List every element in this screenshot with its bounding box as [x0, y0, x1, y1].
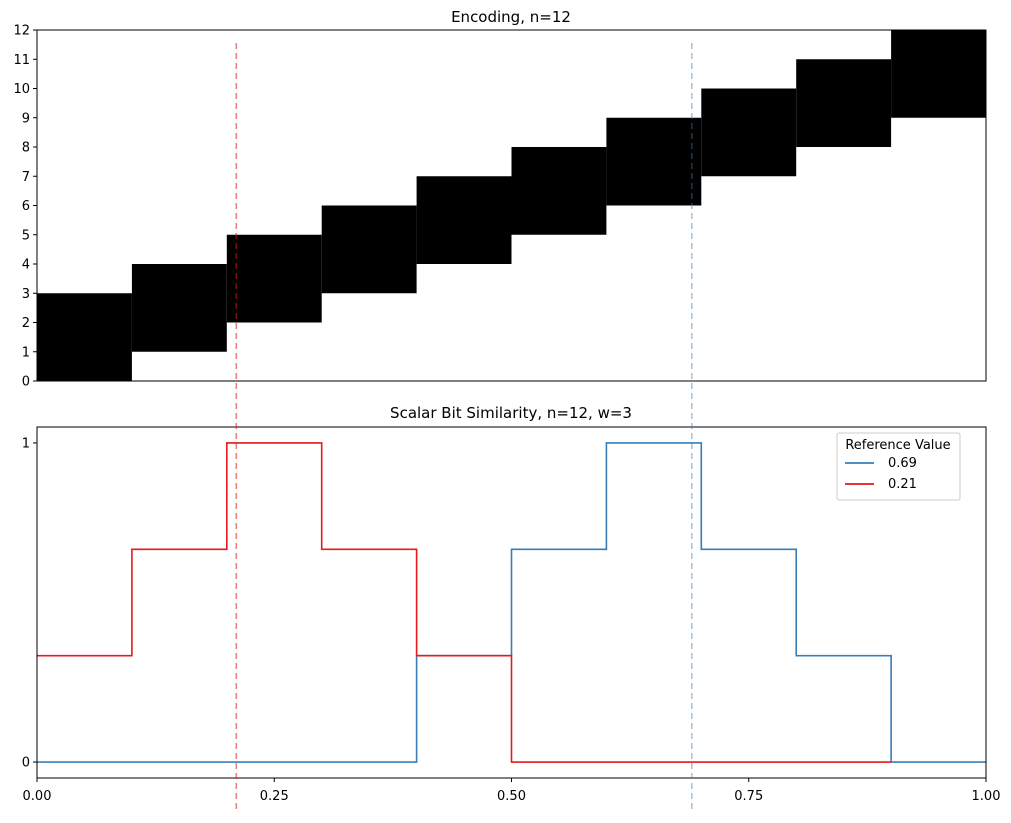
- legend-title: Reference Value: [845, 438, 950, 453]
- similarity-title: Scalar Bit Similarity, n=12, w=3: [390, 404, 632, 422]
- series-line-0.21: [37, 442, 892, 763]
- encoding-frame: [36, 29, 987, 382]
- y-tick-label: 1: [22, 436, 30, 451]
- x-tick-label: 1.00: [972, 789, 1001, 804]
- legend-entries: 0.69 0.21: [845, 456, 917, 492]
- legend: Reference Value 0.69 0.21: [836, 432, 961, 501]
- y-tick-label: 7: [22, 170, 30, 185]
- similarity-series: [37, 442, 986, 763]
- encoding-cell: [891, 30, 986, 118]
- encoding-cell: [37, 293, 132, 381]
- y-tick-label: 9: [22, 111, 30, 126]
- x-tick-label: 0.75: [734, 789, 763, 804]
- encoding-cell: [606, 117, 702, 206]
- y-tick-label: 4: [22, 258, 30, 273]
- similarity-y-ticks: 01: [22, 436, 37, 771]
- legend-label: 0.69: [888, 456, 917, 471]
- y-tick-label: 11: [13, 53, 30, 68]
- y-tick-label: 12: [13, 24, 30, 39]
- encoding-cell: [796, 59, 892, 147]
- y-tick-label: 6: [22, 199, 30, 214]
- reference-lines: [235, 43, 693, 813]
- x-tick-label: 0.25: [260, 789, 289, 804]
- similarity-panel: Scalar Bit Similarity, n=12, w=3 0.00 0.2…: [22, 404, 1001, 804]
- similarity-x-ticks: 0.00 0.25 0.50 0.75 1.00: [23, 778, 1001, 804]
- y-tick-label: 1: [22, 345, 30, 360]
- encoding-title: Encoding, n=12: [451, 8, 571, 26]
- y-tick-label: 3: [22, 287, 30, 302]
- y-tick-label: 10: [13, 82, 30, 97]
- y-tick-label: 0: [22, 756, 30, 771]
- y-tick-label: 5: [22, 228, 30, 243]
- encoding-cell: [511, 147, 607, 235]
- x-tick-label: 0.00: [23, 789, 52, 804]
- encoding-cell: [226, 234, 322, 323]
- legend-label: 0.21: [888, 477, 917, 492]
- y-tick-label: 2: [22, 316, 30, 331]
- encoding-cell: [701, 88, 797, 177]
- x-tick-label: 0.50: [497, 789, 526, 804]
- y-tick-label: 0: [22, 375, 30, 390]
- encoding-cell: [131, 264, 227, 352]
- encoding-cell: [321, 205, 417, 294]
- encoding-cells: [37, 30, 986, 381]
- similarity-frame: [36, 426, 987, 779]
- encoding-cell: [416, 176, 512, 264]
- y-tick-label: 8: [22, 141, 30, 156]
